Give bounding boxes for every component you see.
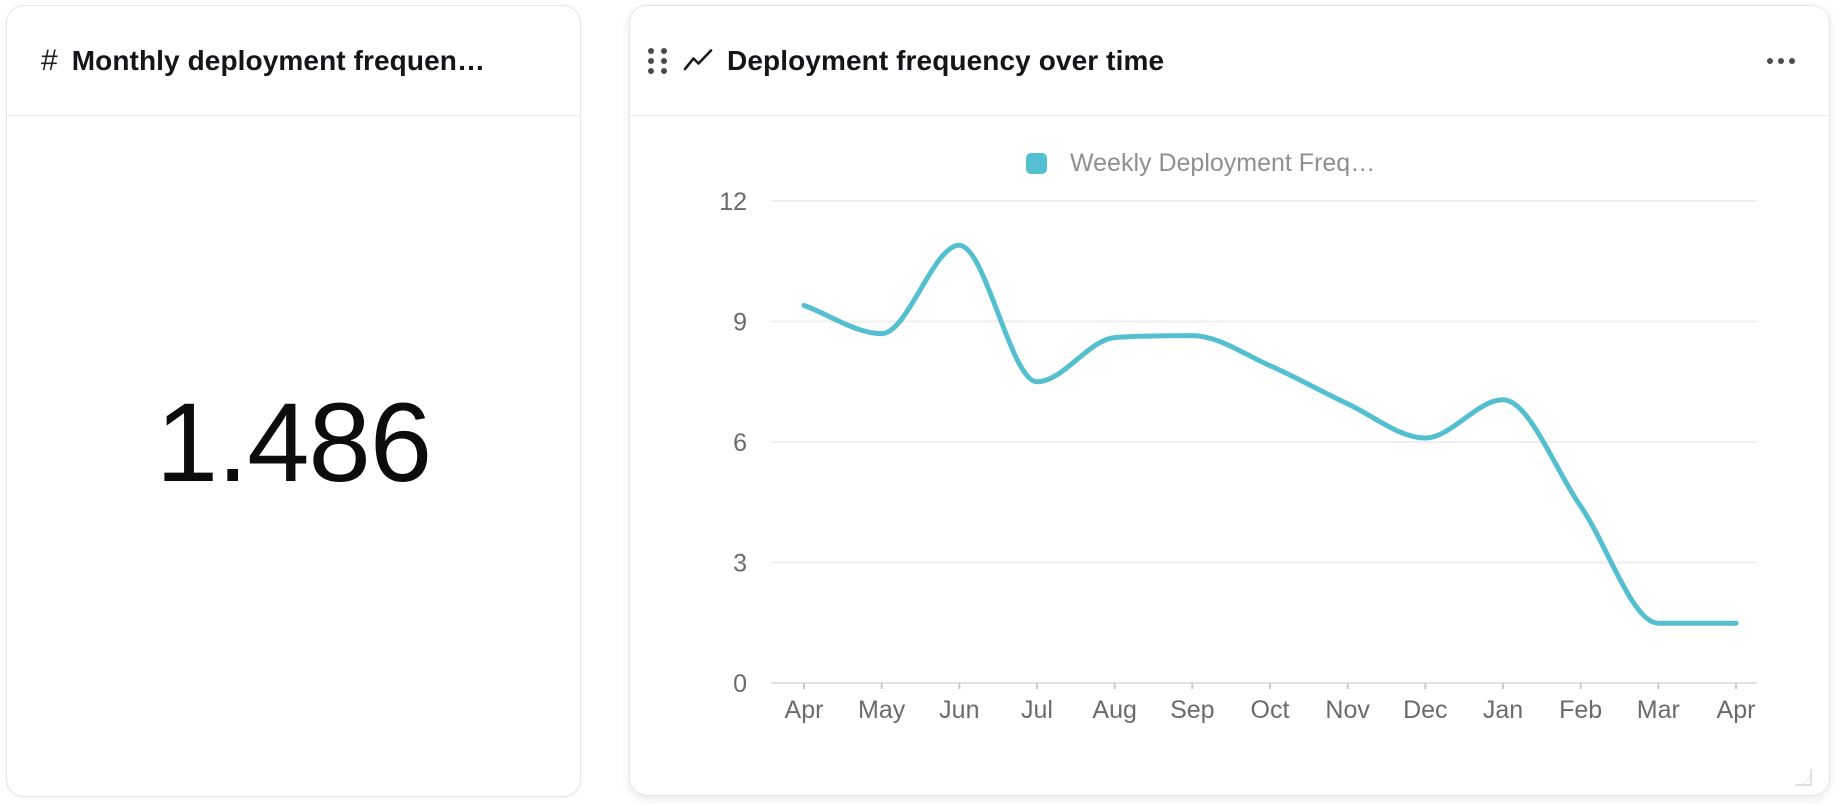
y-tick-label: 6 xyxy=(733,429,747,457)
resize-handle-icon[interactable] xyxy=(1793,767,1813,787)
deployment-frequency-line xyxy=(801,242,1739,626)
legend-marker[interactable] xyxy=(1026,153,1047,174)
x-tick-label: Dec xyxy=(1403,696,1447,724)
x-tick-label: Jun xyxy=(939,696,979,724)
line-chart-svg: 0 3 6 9 12 Apr May Jun Jul Aug Sep Oct Nov Dec Jan Feb M… xyxy=(719,149,1757,724)
x-tick-label: Aug xyxy=(1092,696,1136,724)
x-tick-label: Mar xyxy=(1637,696,1680,724)
drag-handle-icon[interactable] xyxy=(648,47,667,74)
y-tick-label: 3 xyxy=(733,550,747,578)
metric-card: # Monthly deployment frequen… 1.486 xyxy=(6,5,581,797)
x-tick-label: Feb xyxy=(1559,696,1602,724)
x-tick-label: Jul xyxy=(1021,696,1053,724)
chart-card: Deployment frequency over time 0 3 6 9 12 Apr… xyxy=(629,5,1830,796)
x-tick-label: Apr xyxy=(1717,696,1756,724)
x-tick-label: Sep xyxy=(1170,696,1214,724)
metric-card-title: Monthly deployment frequen… xyxy=(71,44,486,76)
y-tick-label: 0 xyxy=(733,670,747,698)
number-icon: # xyxy=(41,43,58,77)
x-tick-label: Nov xyxy=(1325,696,1370,724)
x-tick-label: Oct xyxy=(1251,696,1290,724)
metric-card-body: 1.486 xyxy=(7,117,580,796)
x-tick-label: Apr xyxy=(785,696,824,724)
line-chart-icon xyxy=(683,48,713,70)
legend-label[interactable]: Weekly Deployment Freq… xyxy=(1070,149,1375,177)
metric-value: 1.486 xyxy=(155,379,432,505)
metric-card-header: # Monthly deployment frequen… xyxy=(7,6,580,116)
line-chart: 0 3 6 9 12 Apr May Jun Jul Aug Sep Oct Nov Dec Jan Feb M… xyxy=(630,117,1829,797)
y-tick-label: 9 xyxy=(733,309,747,337)
chart-card-header: Deployment frequency over time xyxy=(630,6,1829,116)
x-tick-label: May xyxy=(858,696,906,724)
chart-card-title: Deployment frequency over time xyxy=(727,44,1165,76)
more-menu-button[interactable] xyxy=(1759,50,1803,72)
x-tick-label: Jan xyxy=(1483,696,1523,724)
y-tick-label: 12 xyxy=(719,188,747,216)
